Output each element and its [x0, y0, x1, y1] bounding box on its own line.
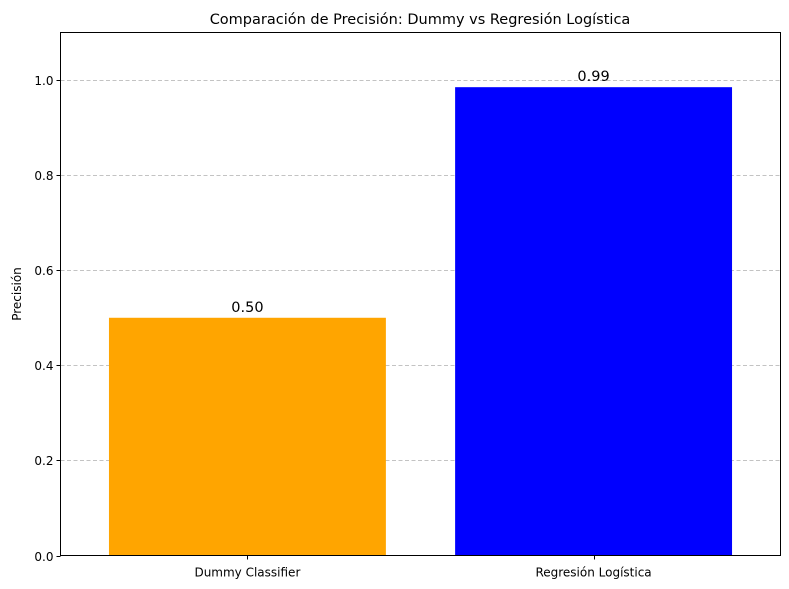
chart-title: Comparación de Precisión: Dummy vs Regre… [210, 12, 631, 28]
x-tick-label: Regresión Logística [535, 566, 651, 580]
plot-frame [60, 32, 781, 556]
y-axis-label: Precisión [10, 267, 24, 321]
y-tick-label: 0.0 [34, 550, 53, 564]
bar-value-label: 0.99 [577, 69, 609, 85]
x-axis-ticks: Dummy Classifier Regresión Logística [194, 555, 652, 580]
bars [108, 87, 733, 556]
data-labels: 0.50 0.99 [231, 69, 609, 316]
y-tick-label: 0.2 [34, 454, 53, 468]
bar-0 [108, 317, 386, 556]
y-tick-label: 0.8 [34, 169, 53, 183]
y-tick-label: 0.4 [34, 359, 53, 373]
bar-value-label: 0.50 [231, 300, 263, 316]
x-tick-label: Dummy Classifier [194, 566, 300, 580]
y-tick-label: 0.6 [34, 264, 53, 278]
y-axis-ticks: 0.0 0.2 0.4 0.6 0.8 1.0 [34, 74, 61, 564]
bar-1 [455, 87, 733, 556]
y-tick-label: 1.0 [34, 74, 53, 88]
